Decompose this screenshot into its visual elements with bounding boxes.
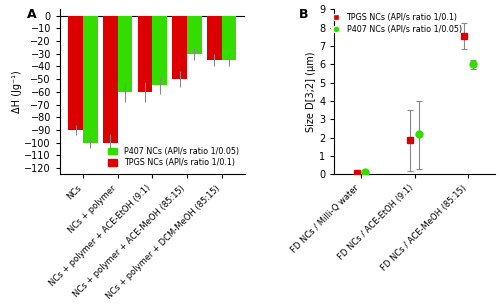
- Bar: [222, 16, 236, 60]
- Bar: [207, 16, 222, 60]
- Bar: [83, 16, 98, 143]
- Bar: [68, 16, 83, 130]
- Bar: [103, 16, 118, 143]
- Y-axis label: ΔH (Jg⁻¹): ΔH (Jg⁻¹): [12, 70, 22, 113]
- Y-axis label: Size D[3;2] (µm): Size D[3;2] (µm): [306, 51, 316, 132]
- Bar: [138, 16, 152, 92]
- Legend: P407 NCs (API/s ratio 1/0.05), TPGS NCs (API/s ratio 1/0.1): P407 NCs (API/s ratio 1/0.05), TPGS NCs …: [106, 145, 240, 169]
- Text: B: B: [299, 8, 308, 21]
- Bar: [172, 16, 187, 79]
- Bar: [118, 16, 132, 92]
- Text: A: A: [27, 8, 36, 21]
- Bar: [187, 16, 202, 54]
- Legend: TPGS NCs (API/s ratio 1/0.1), P407 NCs (API/s ratio 1/0.05): TPGS NCs (API/s ratio 1/0.1), P407 NCs (…: [330, 12, 464, 35]
- Bar: [152, 16, 167, 85]
